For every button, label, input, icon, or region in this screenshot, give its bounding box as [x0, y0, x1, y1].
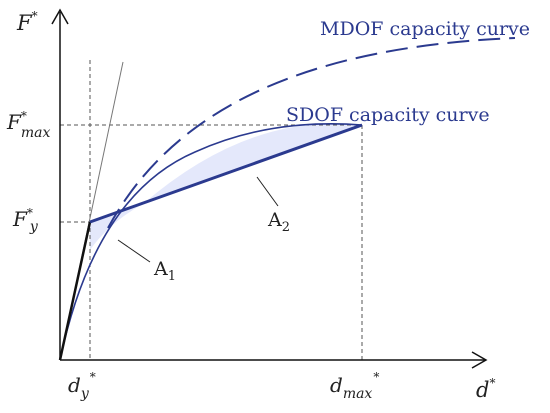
x-axis-arrowhead	[471, 351, 488, 369]
x-axis-label: d*	[476, 376, 495, 402]
mdof-capacity-curve	[107, 37, 516, 229]
bilinear-elastic-branch	[58, 221, 92, 361]
leader-a2	[256, 176, 279, 207]
y-axis-label: F*	[16, 9, 38, 35]
sdof-capacity-curve	[59, 123, 363, 361]
d-y-label: dy*	[68, 370, 96, 402]
f-max-label: F* max	[6, 109, 51, 141]
area-a1-fill	[90, 204, 143, 250]
y-axis-arrowhead	[51, 8, 69, 25]
area-a1-label: A1	[153, 258, 176, 284]
mdof-curve-label: MDOF capacity curve	[320, 18, 530, 40]
area-a2-label: A2	[267, 209, 290, 235]
sdof-curve-label: SDOF capacity curve	[286, 104, 490, 126]
f-y-label: F* y	[12, 206, 39, 235]
bilinear-post-yield-branch	[89, 123, 363, 224]
d-max-label: dmax*	[330, 370, 379, 402]
leader-a1	[117, 239, 151, 263]
